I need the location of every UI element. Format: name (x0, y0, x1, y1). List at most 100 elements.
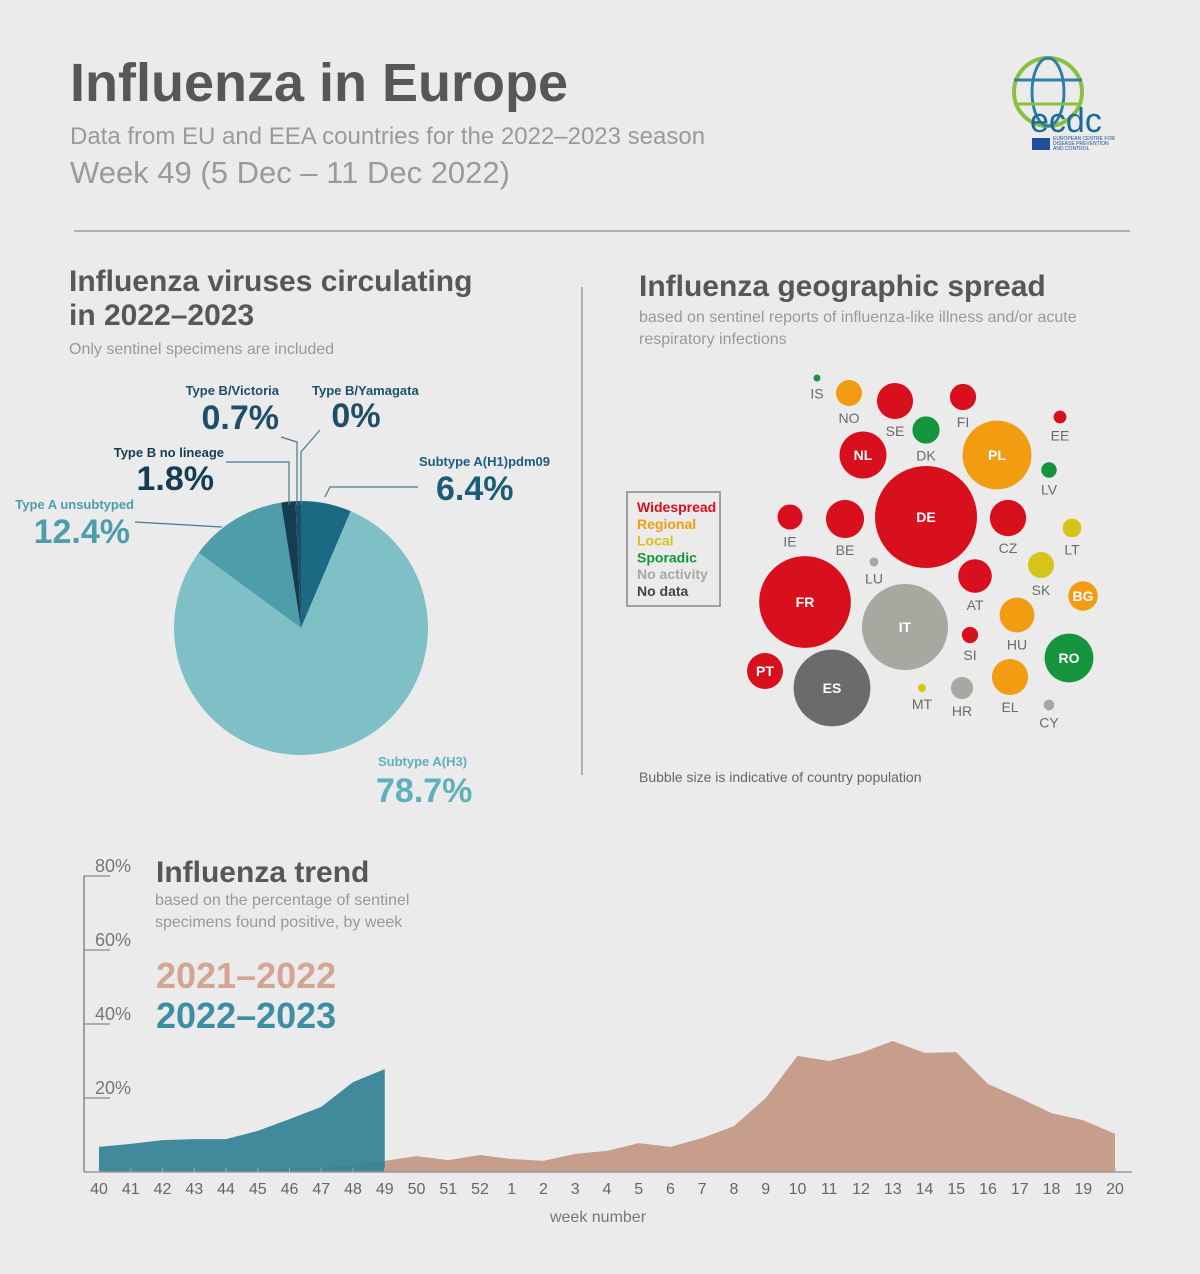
x-tick-label: 45 (249, 1181, 267, 1198)
country-bubble (835, 379, 863, 407)
country-label: IE (783, 534, 796, 550)
country-label: LT (1064, 541, 1080, 557)
x-tick-label: 44 (217, 1181, 235, 1198)
country-bubble (989, 499, 1027, 537)
x-tick-label: 11 (821, 1181, 838, 1198)
country-bubble (759, 556, 851, 648)
x-tick-label: 52 (471, 1181, 489, 1198)
country-label: IT (899, 619, 912, 635)
leader-line (324, 486, 418, 498)
y-tick-label: 80% (95, 856, 131, 876)
country-bubble (999, 597, 1035, 633)
x-tick-label: 2 (539, 1181, 548, 1198)
country-label: ES (823, 680, 842, 696)
country-bubble (961, 626, 979, 644)
legend-label: 2021–2022 (156, 955, 336, 996)
logo-globe (1030, 56, 1066, 128)
x-tick-label: 13 (884, 1181, 902, 1198)
x-tick-label: 51 (439, 1181, 457, 1198)
x-tick-label: 12 (852, 1181, 870, 1198)
country-label: SK (1032, 582, 1051, 598)
country-label: HR (952, 703, 972, 719)
x-tick-label: 40 (90, 1181, 108, 1198)
country-bubble (991, 658, 1029, 696)
country-label: FR (796, 594, 815, 610)
pie-slice (198, 502, 301, 628)
page-title: Influenza in Europe (70, 53, 568, 113)
slice-label: Type B no lineage (114, 445, 224, 460)
legend-box (626, 491, 721, 607)
leader-line (300, 429, 321, 505)
chart-title: Influenza trend (156, 856, 369, 889)
country-label: FI (957, 414, 969, 430)
country-label: LV (1041, 482, 1058, 498)
leader-line (134, 521, 223, 528)
x-tick-label: 3 (571, 1181, 580, 1198)
legend-label: Widespread (637, 499, 716, 515)
value-label: 0.7% (202, 399, 280, 437)
x-tick-label: 4 (603, 1181, 612, 1198)
y-tick-label: 60% (95, 930, 131, 950)
chart-note: Bubble size is indicative of country pop… (639, 769, 922, 785)
legend-label: Regional (637, 516, 696, 532)
pie-slice (295, 501, 301, 628)
x-tick-label: 5 (634, 1181, 643, 1198)
page-subtitle: Data from EU and EEA countries for the 2… (70, 123, 705, 150)
chart-title: Influenza geographic spread (639, 270, 1046, 303)
country-label: DK (916, 448, 936, 464)
country-label: RO (1059, 650, 1080, 666)
x-tick-label: 48 (344, 1181, 362, 1198)
value-label: 78.7% (376, 772, 472, 810)
country-label: NL (854, 447, 873, 463)
country-bubble (962, 420, 1032, 490)
country-bubble (917, 683, 927, 693)
x-tick-label: 46 (281, 1181, 299, 1198)
leader-line (280, 436, 298, 505)
country-bubble (950, 676, 974, 700)
chart-subtitle: Only sentinel specimens are included (69, 341, 335, 358)
legend-label: Local (637, 533, 674, 549)
country-bubble (912, 416, 940, 444)
country-bubble (958, 559, 992, 593)
x-axis-label: week number (549, 1209, 647, 1226)
country-bubble (949, 383, 977, 411)
value-label: 12.4% (34, 513, 130, 551)
country-label: PL (988, 447, 1006, 463)
country-label: DE (916, 509, 935, 525)
x-tick-label: 10 (789, 1181, 807, 1198)
x-tick-label: 14 (916, 1181, 934, 1198)
country-bubble (876, 382, 914, 420)
country-label: MT (912, 696, 933, 712)
x-tick-label: 16 (979, 1181, 997, 1198)
slice-label: Type B/Yamagata (312, 383, 419, 398)
pie-slice (301, 501, 351, 628)
value-label: 1.8% (137, 460, 215, 498)
country-bubble (793, 649, 871, 727)
value-label: 0% (331, 397, 380, 435)
x-tick-label: 43 (185, 1181, 203, 1198)
country-label: BE (836, 542, 855, 558)
logo-caption: EUROPEAN CENTRE FOR DISEASE PREVENTION A… (1053, 136, 1115, 152)
x-tick-label: 17 (1011, 1181, 1029, 1198)
logo: ecdc (1012, 56, 1102, 150)
x-tick-label: 18 (1043, 1181, 1061, 1198)
x-tick-label: 50 (408, 1181, 426, 1198)
value-label: 6.4% (436, 470, 514, 508)
x-tick-label: 41 (122, 1181, 140, 1198)
slice-label: Subtype A(H1)pdm09 (419, 454, 550, 469)
country-bubble (874, 465, 978, 569)
country-bubble (869, 557, 879, 567)
country-bubble (1068, 581, 1098, 611)
country-bubble (1062, 518, 1082, 538)
chart-subtitle: based on the percentage of sentinel spec… (155, 892, 410, 931)
country-label: CY (1039, 714, 1059, 730)
country-label: EE (1051, 427, 1070, 443)
slice-label: Subtype A(H3) (378, 754, 467, 769)
country-bubble (861, 583, 949, 671)
country-label: HU (1007, 636, 1027, 652)
country-bubble (825, 499, 865, 539)
slice-label: Type B/Victoria (186, 383, 280, 398)
country-bubble (747, 653, 783, 689)
